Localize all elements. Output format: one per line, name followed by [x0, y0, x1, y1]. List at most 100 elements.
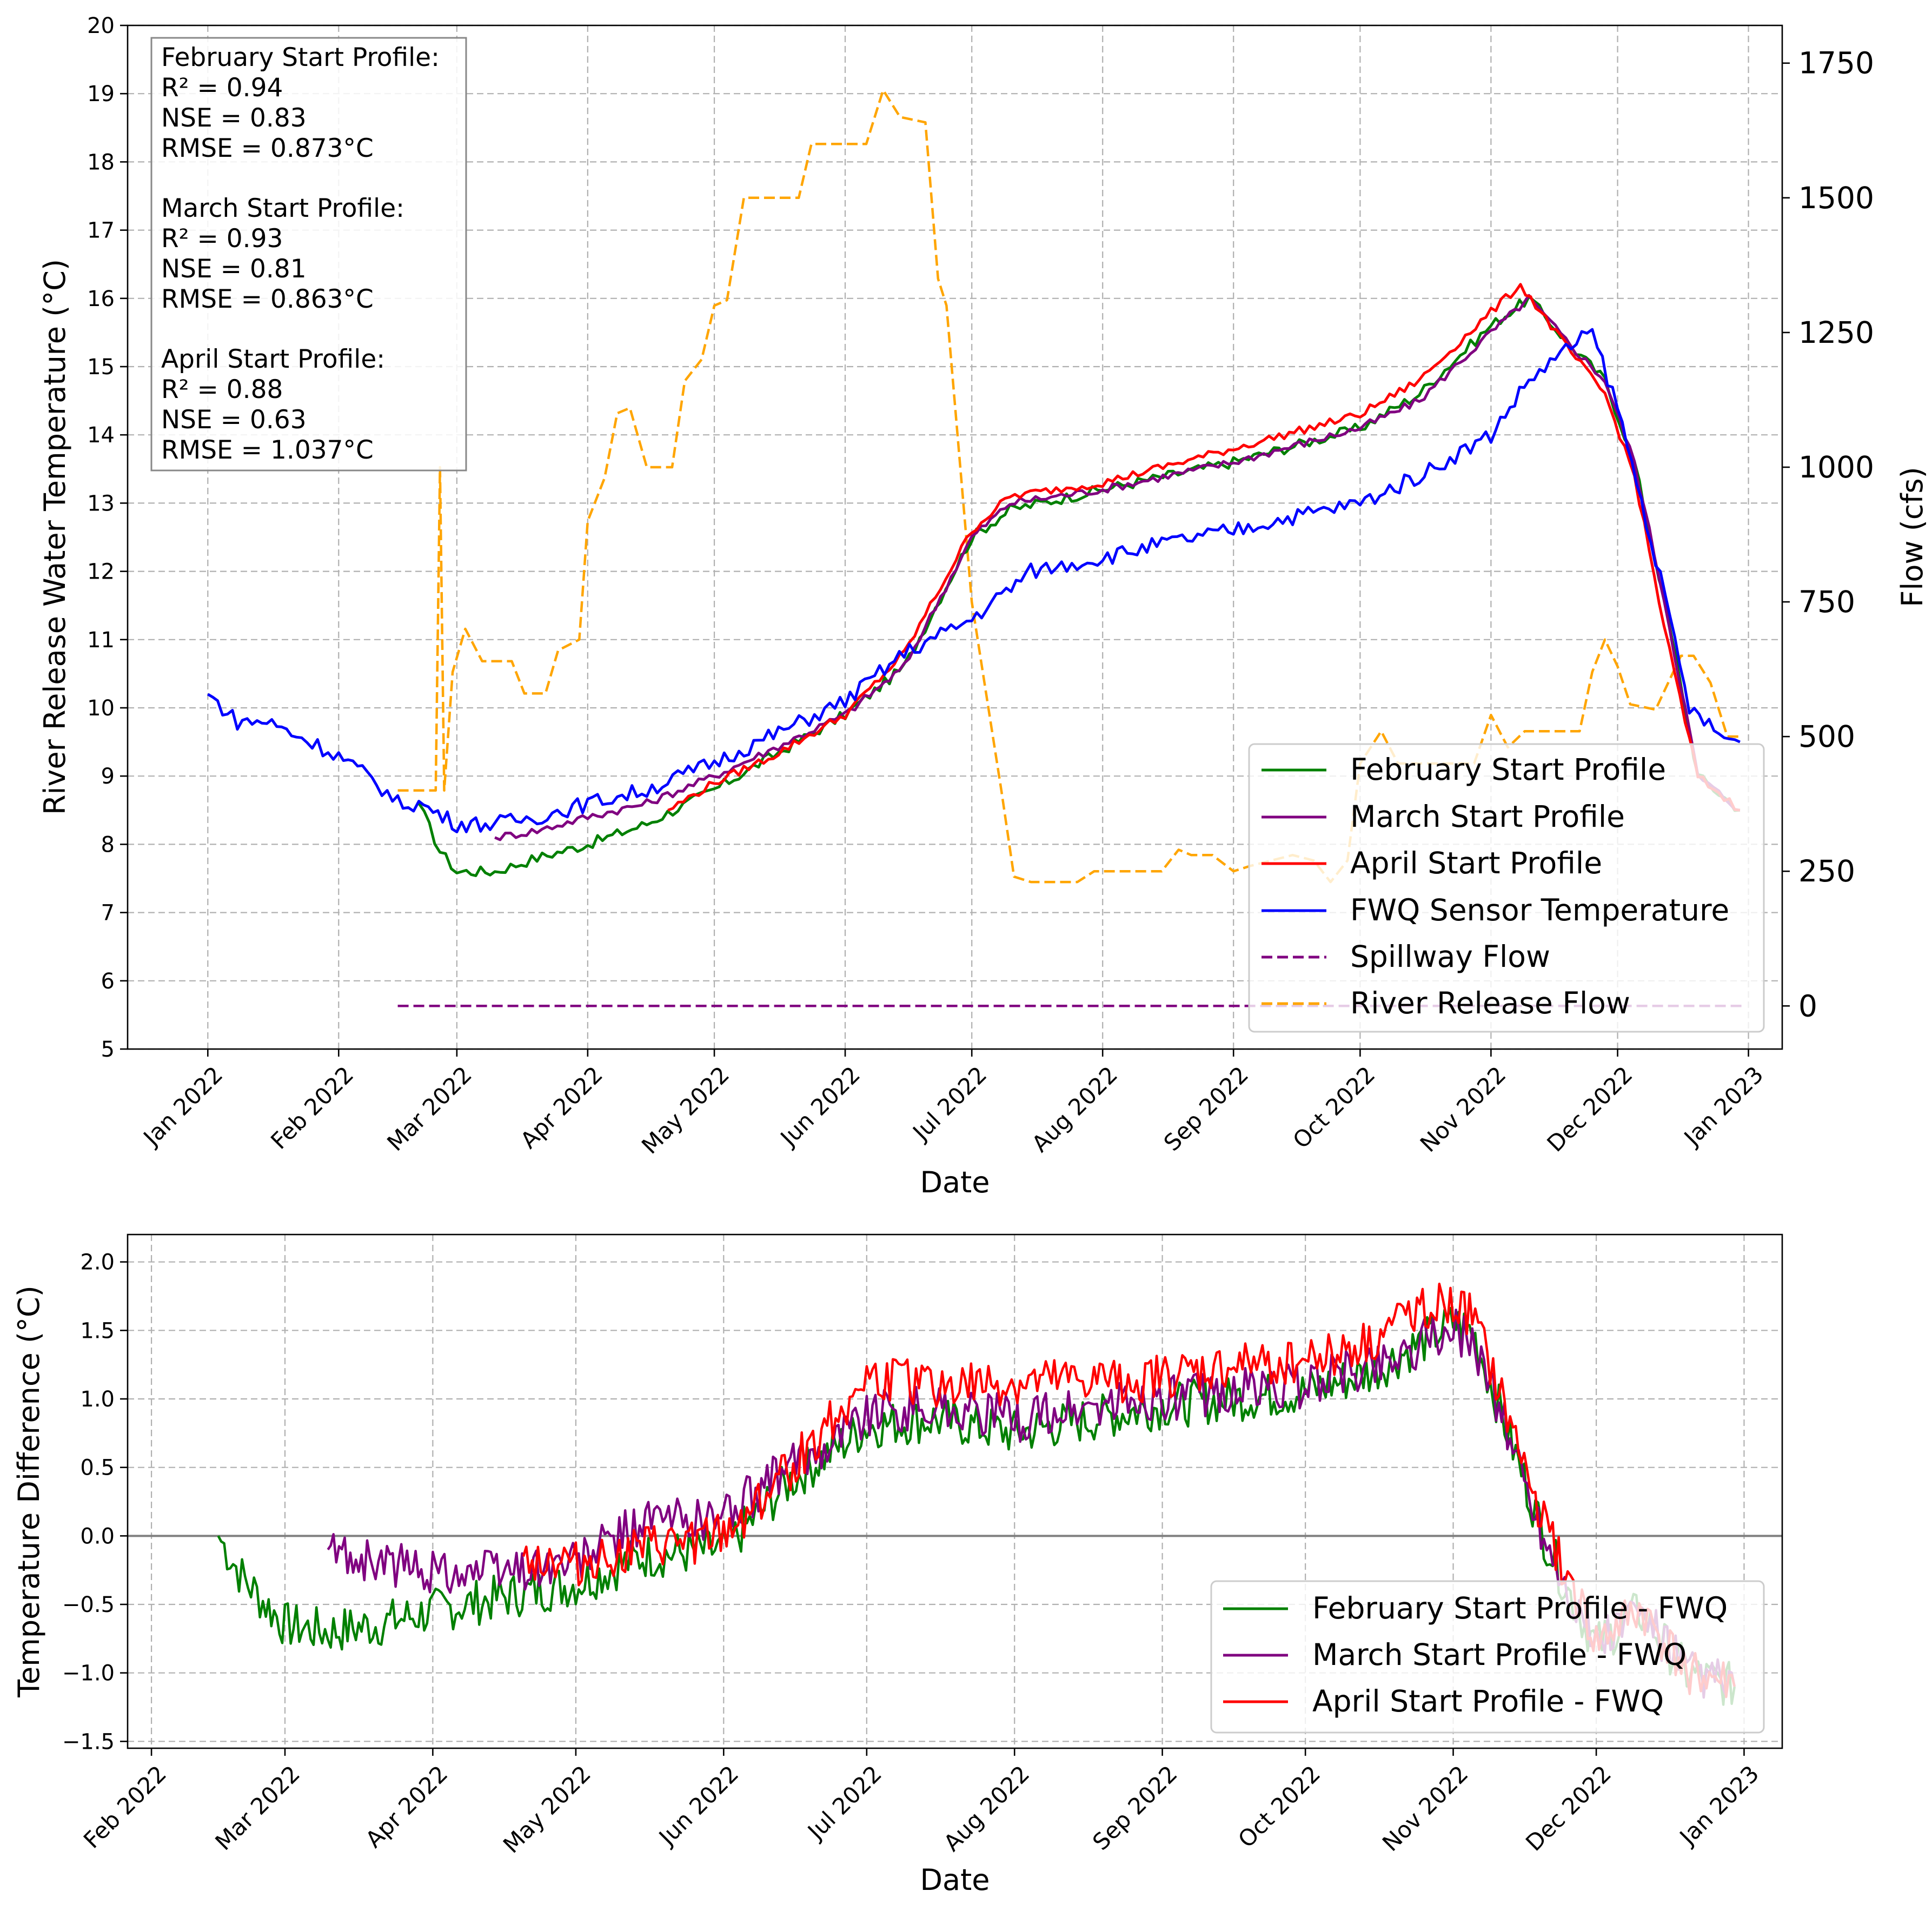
- stats-line: April Start Profile:: [161, 344, 385, 374]
- series-line-february-start-profile: [417, 295, 1741, 877]
- stats-box: February Start Profile: R² = 0.94 NSE = …: [150, 37, 467, 472]
- y2-tick-label: 1750: [1798, 46, 1874, 81]
- series-line-river-release-flow: [397, 89, 1740, 884]
- legend-label: February Start Profile: [1350, 752, 1666, 787]
- y2-tick-label: 1250: [1798, 315, 1874, 350]
- y2-tick-label: 500: [1798, 719, 1855, 754]
- legend-label: FWQ Sensor Temperature: [1350, 893, 1729, 927]
- x-tick-label: Oct 2022: [1287, 1061, 1380, 1153]
- bottom-x-axis-label: Date: [920, 1863, 990, 1897]
- y-tick-label: 19: [87, 82, 115, 107]
- legend-label: River Release Flow: [1350, 986, 1630, 1020]
- x-tick-label: Aug 2022: [939, 1760, 1035, 1856]
- y-tick-label: 13: [87, 491, 115, 516]
- x-tick-label: Nov 2022: [1377, 1760, 1473, 1856]
- legend-label: April Start Profile: [1350, 846, 1602, 880]
- y-tick-label: 2.0: [80, 1250, 115, 1275]
- top-legend-frame: [1248, 743, 1765, 1033]
- x-tick-label: Mar 2022: [382, 1061, 477, 1156]
- legend-label: March Start Profile: [1350, 799, 1625, 834]
- legend-label: February Start Profile - FWQ: [1312, 1591, 1728, 1625]
- top-series: [207, 89, 1744, 1007]
- y-tick-label: 0.0: [80, 1524, 115, 1549]
- x-tick-label: Jun 2022: [774, 1061, 865, 1152]
- x-tick-label: Sep 2022: [1159, 1061, 1254, 1156]
- series-line-fwq-sensor-temperature: [207, 328, 1741, 833]
- stats-line: R² = 0.88: [161, 375, 283, 404]
- y-tick-label: 7: [101, 901, 115, 926]
- stats-line: February Start Profile:: [161, 43, 440, 72]
- y2-tick-label: 750: [1798, 585, 1855, 619]
- y2-tick-label: 1500: [1798, 181, 1874, 215]
- x-tick-label: May 2022: [498, 1760, 596, 1858]
- y-tick-label: −1.0: [62, 1661, 115, 1686]
- stats-line: RMSE = 0.863°C: [161, 284, 374, 314]
- stats-line: R² = 0.93: [161, 224, 283, 254]
- y-tick-label: 18: [87, 150, 115, 175]
- y-tick-label: −1.5: [62, 1729, 115, 1754]
- x-tick-label: Aug 2022: [1027, 1061, 1123, 1157]
- series-line-april-start-profile: [667, 283, 1741, 812]
- y2-tick-label: 1000: [1798, 450, 1874, 485]
- y-tick-label: 12: [87, 560, 115, 585]
- bottom-y-axis-label: Temperature Difference (°C): [12, 1285, 46, 1698]
- y-tick-label: 20: [87, 14, 115, 38]
- y-tick-label: 0.5: [80, 1456, 115, 1481]
- y-tick-label: 11: [87, 628, 115, 653]
- y-tick-label: 16: [87, 287, 115, 311]
- top-y2-axis-label: Flow (cfs): [1895, 467, 1929, 607]
- x-tick-label: Feb 2022: [265, 1061, 358, 1154]
- top-x-axis-label: Date: [920, 1165, 990, 1199]
- x-tick-label: Jul 2022: [907, 1061, 992, 1146]
- x-tick-label: Apr 2022: [515, 1061, 608, 1153]
- bottom-chart: Feb 2022 Mar 2022 Apr 2022 May 2022 Jun 2022…: [12, 1233, 1783, 1897]
- top-legend: February Start Profile March Start Profi…: [1248, 743, 1765, 1033]
- stats-line: March Start Profile:: [161, 194, 404, 223]
- x-tick-label: Jan 2022: [137, 1061, 228, 1152]
- x-tick-label: Oct 2022: [1233, 1760, 1325, 1853]
- x-tick-label: Jul 2022: [801, 1760, 887, 1846]
- stats-line: RMSE = 1.037°C: [161, 435, 374, 465]
- legend-label: March Start Profile - FWQ: [1312, 1637, 1687, 1672]
- y-tick-label: 9: [101, 764, 115, 789]
- series-line-february-start-profile-fwq: [217, 1306, 1736, 1706]
- x-tick-label: Nov 2022: [1415, 1061, 1511, 1157]
- y-tick-label: 15: [87, 355, 115, 380]
- x-tick-label: May 2022: [636, 1061, 734, 1159]
- top-plot-frame: [127, 24, 1783, 1050]
- stats-line: NSE = 0.63: [161, 405, 307, 435]
- x-tick-label: Sep 2022: [1087, 1760, 1183, 1855]
- stats-line: NSE = 0.83: [161, 103, 307, 133]
- x-tick-label: Dec 2022: [1542, 1061, 1637, 1157]
- bottom-ticks: Feb 2022 Mar 2022 Apr 2022 May 2022 Jun 2022…: [62, 1250, 1764, 1859]
- x-tick-label: Jan 2023: [1678, 1061, 1769, 1152]
- y-tick-label: 1.0: [80, 1387, 115, 1412]
- bottom-legend-frame: [1210, 1580, 1765, 1734]
- x-tick-label: Mar 2022: [210, 1760, 305, 1855]
- top-y-axis-label: River Release Water Temperature (°C): [38, 259, 72, 815]
- y-tick-label: 5: [101, 1037, 115, 1062]
- series-line-april-start-profile-fwq: [522, 1283, 1736, 1698]
- stats-box-frame: [150, 37, 467, 472]
- y2-tick-label: 0: [1798, 988, 1817, 1023]
- x-tick-label: Feb 2022: [78, 1760, 171, 1853]
- y-tick-label: 6: [101, 969, 115, 994]
- y2-tick-label: 250: [1798, 854, 1855, 888]
- legend-label: Spillway Flow: [1350, 939, 1550, 974]
- y-tick-label: 1.5: [80, 1318, 115, 1343]
- y-tick-label: 17: [87, 218, 115, 243]
- stats-line: RMSE = 0.873°C: [161, 134, 374, 163]
- y-tick-label: 10: [87, 696, 115, 721]
- y-tick-label: 14: [87, 423, 115, 448]
- bottom-series: [217, 1283, 1736, 1706]
- x-tick-label: Dec 2022: [1521, 1760, 1616, 1856]
- x-tick-label: Apr 2022: [360, 1760, 453, 1853]
- y-tick-label: 8: [101, 832, 115, 857]
- legend-label: April Start Profile - FWQ: [1312, 1684, 1664, 1718]
- bottom-plot-frame: [127, 1233, 1783, 1749]
- stats-line: NSE = 0.81: [161, 254, 307, 284]
- top-chart: Jan 2022 Feb 2022 Mar 2022 Apr 2022 May 2022…: [38, 14, 1929, 1199]
- bottom-legend: February Start Profile - FWQ March Start…: [1210, 1580, 1765, 1734]
- stats-line: R² = 0.94: [161, 73, 283, 103]
